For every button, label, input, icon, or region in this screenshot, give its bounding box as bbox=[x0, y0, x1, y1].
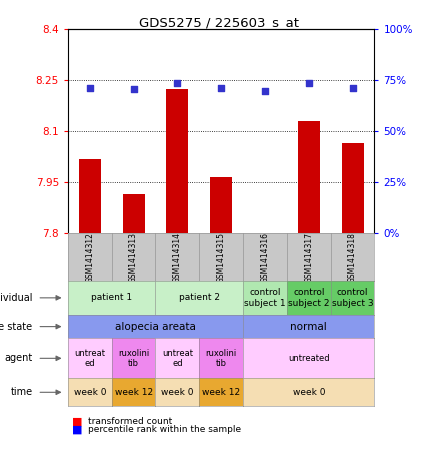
Bar bbox=[298, 121, 320, 233]
Text: GSM1414313: GSM1414313 bbox=[129, 231, 138, 283]
Text: untreat
ed: untreat ed bbox=[74, 349, 105, 368]
Text: ■: ■ bbox=[72, 424, 83, 434]
Text: control
subject 3: control subject 3 bbox=[332, 288, 374, 308]
Point bbox=[349, 84, 356, 91]
Point bbox=[218, 84, 225, 91]
Text: patient 1: patient 1 bbox=[91, 294, 132, 302]
Text: GSM1414312: GSM1414312 bbox=[85, 231, 94, 283]
Point bbox=[305, 80, 312, 87]
Text: week 12: week 12 bbox=[114, 388, 153, 397]
Text: GDS5275 / 225603_s_at: GDS5275 / 225603_s_at bbox=[139, 16, 299, 29]
Text: week 12: week 12 bbox=[202, 388, 240, 397]
Point bbox=[86, 84, 93, 91]
Text: week 0: week 0 bbox=[74, 388, 106, 397]
Point bbox=[130, 85, 137, 92]
Text: alopecia areata: alopecia areata bbox=[115, 322, 196, 332]
Text: individual: individual bbox=[0, 293, 32, 303]
Bar bbox=[342, 143, 364, 233]
Bar bbox=[123, 194, 145, 233]
Text: ruxolini
tib: ruxolini tib bbox=[118, 349, 149, 368]
Text: transformed count: transformed count bbox=[88, 417, 172, 426]
Text: ruxolini
tib: ruxolini tib bbox=[205, 349, 237, 368]
Text: GSM1414317: GSM1414317 bbox=[304, 231, 313, 283]
Bar bbox=[166, 89, 188, 233]
Text: control
subject 2: control subject 2 bbox=[288, 288, 329, 308]
Text: percentile rank within the sample: percentile rank within the sample bbox=[88, 425, 241, 434]
Text: GSM1414314: GSM1414314 bbox=[173, 231, 182, 283]
Bar bbox=[79, 159, 101, 233]
Text: ■: ■ bbox=[72, 416, 83, 426]
Text: control
subject 1: control subject 1 bbox=[244, 288, 286, 308]
Text: week 0: week 0 bbox=[293, 388, 325, 397]
Text: untreated: untreated bbox=[288, 354, 330, 363]
Text: GSM1414315: GSM1414315 bbox=[217, 231, 226, 283]
Text: untreat
ed: untreat ed bbox=[162, 349, 193, 368]
Text: GSM1414316: GSM1414316 bbox=[261, 231, 269, 283]
Text: disease state: disease state bbox=[0, 322, 32, 332]
Bar bbox=[210, 177, 232, 233]
Point bbox=[261, 87, 268, 94]
Text: patient 2: patient 2 bbox=[179, 294, 220, 302]
Text: agent: agent bbox=[4, 353, 32, 363]
Text: GSM1414318: GSM1414318 bbox=[348, 231, 357, 283]
Point bbox=[174, 80, 181, 87]
Text: time: time bbox=[11, 387, 32, 397]
Text: week 0: week 0 bbox=[161, 388, 194, 397]
Text: normal: normal bbox=[290, 322, 327, 332]
